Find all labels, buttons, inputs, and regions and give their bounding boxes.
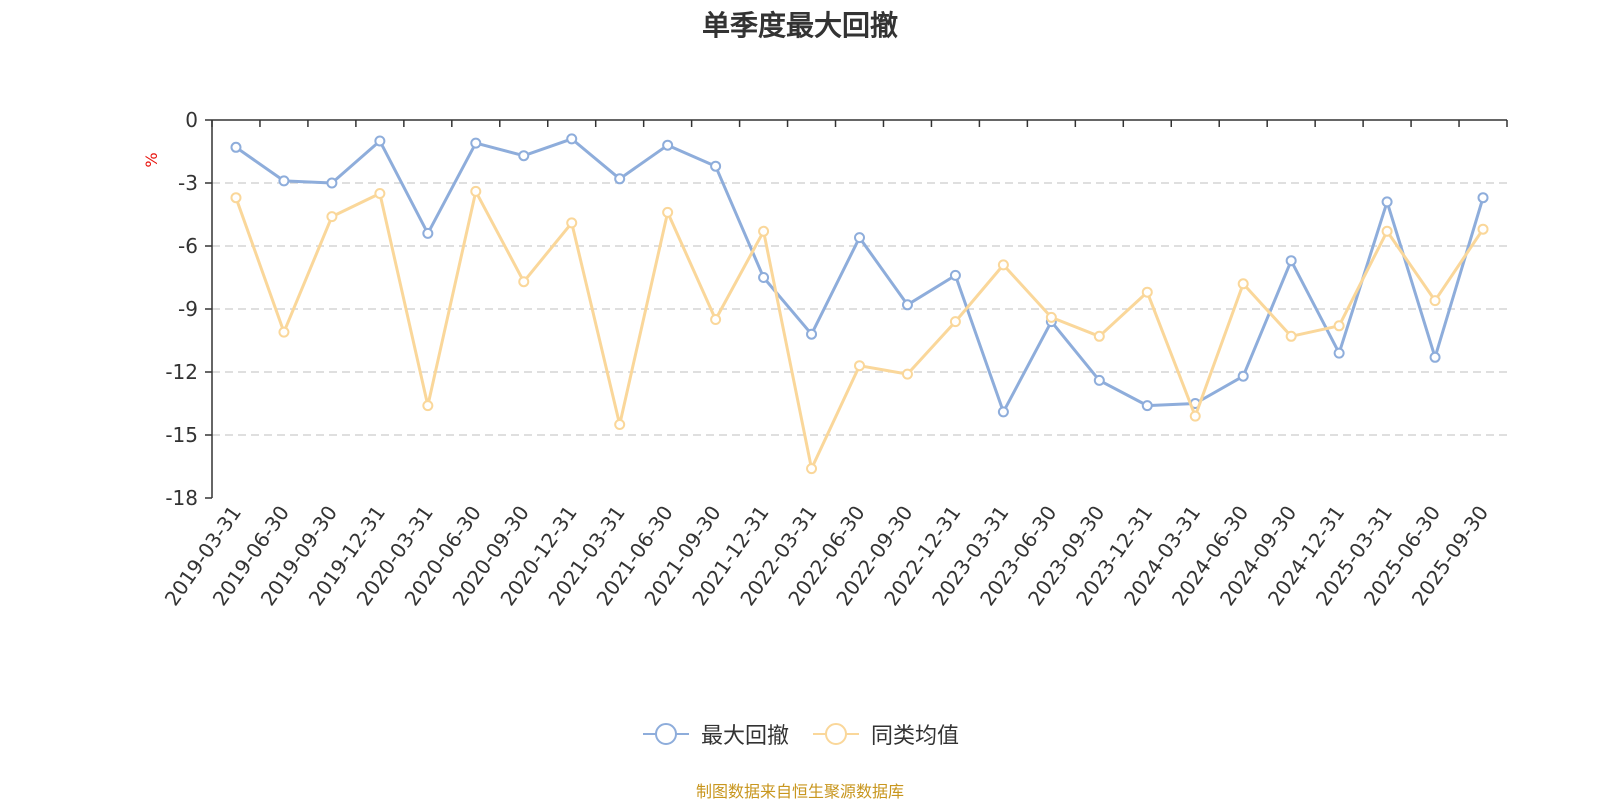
data-point bbox=[470, 137, 482, 149]
data-point bbox=[1045, 311, 1057, 323]
data-point bbox=[374, 188, 386, 199]
data-point bbox=[566, 217, 578, 229]
y-tick-label: 0 bbox=[185, 108, 198, 132]
data-point bbox=[710, 160, 722, 172]
data-point bbox=[806, 328, 818, 340]
data-point bbox=[422, 400, 434, 412]
legend-item-2[interactable]: 同类均值 bbox=[811, 718, 959, 750]
data-point bbox=[1237, 370, 1249, 382]
grid-lines bbox=[212, 182, 1507, 436]
data-point bbox=[1093, 330, 1105, 342]
data-point bbox=[854, 360, 865, 372]
y-axis-label: % bbox=[142, 152, 161, 167]
y-tick-label: -15 bbox=[165, 423, 198, 447]
data-point bbox=[949, 269, 961, 281]
data-point bbox=[230, 141, 242, 153]
data-point bbox=[1141, 286, 1153, 298]
data-point bbox=[854, 232, 865, 244]
legend-item-1[interactable]: 最大回撤 bbox=[641, 718, 789, 750]
data-point bbox=[1333, 320, 1345, 332]
legend-marker bbox=[654, 723, 677, 745]
data-point bbox=[278, 175, 290, 187]
data-point bbox=[326, 211, 338, 223]
data-point bbox=[1429, 351, 1441, 363]
data-point bbox=[278, 326, 290, 338]
data-point bbox=[422, 227, 434, 239]
data-point bbox=[1189, 410, 1201, 422]
legend-label: 最大回撤 bbox=[700, 724, 789, 749]
legend: 最大回撤 同类均值 bbox=[0, 718, 1600, 750]
data-point bbox=[518, 276, 530, 288]
data-point bbox=[997, 406, 1009, 418]
data-point bbox=[1093, 374, 1105, 386]
data-point bbox=[949, 316, 961, 328]
data-point bbox=[1237, 278, 1249, 290]
data-point bbox=[1477, 223, 1489, 235]
data-point bbox=[710, 314, 722, 325]
data-point bbox=[758, 272, 770, 283]
legend-symbol-icon bbox=[642, 723, 689, 745]
data-point bbox=[1141, 400, 1153, 412]
data-point bbox=[518, 150, 530, 162]
data-point bbox=[614, 173, 626, 185]
data-point bbox=[662, 206, 674, 218]
data-point bbox=[230, 192, 242, 204]
data-point bbox=[806, 463, 818, 475]
series-lines bbox=[230, 133, 1489, 475]
legend-symbol-icon bbox=[813, 723, 859, 745]
data-point bbox=[901, 299, 913, 311]
y-tick-label: -6 bbox=[178, 234, 198, 258]
data-point bbox=[1429, 295, 1441, 307]
source-note: 制图数据来自恒生聚源数据库 bbox=[695, 782, 904, 801]
data-point bbox=[997, 259, 1009, 271]
y-tick-label: -9 bbox=[178, 297, 198, 321]
y-tick-label: -3 bbox=[178, 171, 198, 195]
data-point bbox=[1285, 330, 1297, 342]
data-point bbox=[758, 225, 770, 237]
data-point bbox=[1285, 255, 1297, 267]
legend-marker bbox=[825, 723, 847, 745]
data-point bbox=[470, 185, 482, 197]
data-point bbox=[662, 139, 674, 151]
data-point bbox=[901, 368, 913, 380]
data-point bbox=[566, 133, 578, 145]
chart-title: 单季度最大回撤 bbox=[701, 9, 898, 42]
data-point bbox=[1381, 225, 1393, 237]
data-point bbox=[1333, 347, 1345, 359]
data-point bbox=[326, 177, 338, 189]
y-tick-label: -12 bbox=[165, 360, 198, 384]
axes bbox=[205, 119, 1508, 499]
y-tick-label: -18 bbox=[165, 486, 198, 510]
data-point bbox=[1477, 192, 1489, 204]
data-point bbox=[614, 419, 626, 430]
data-point bbox=[1381, 196, 1393, 208]
legend-label: 同类均值 bbox=[871, 724, 960, 749]
data-point bbox=[374, 135, 386, 147]
